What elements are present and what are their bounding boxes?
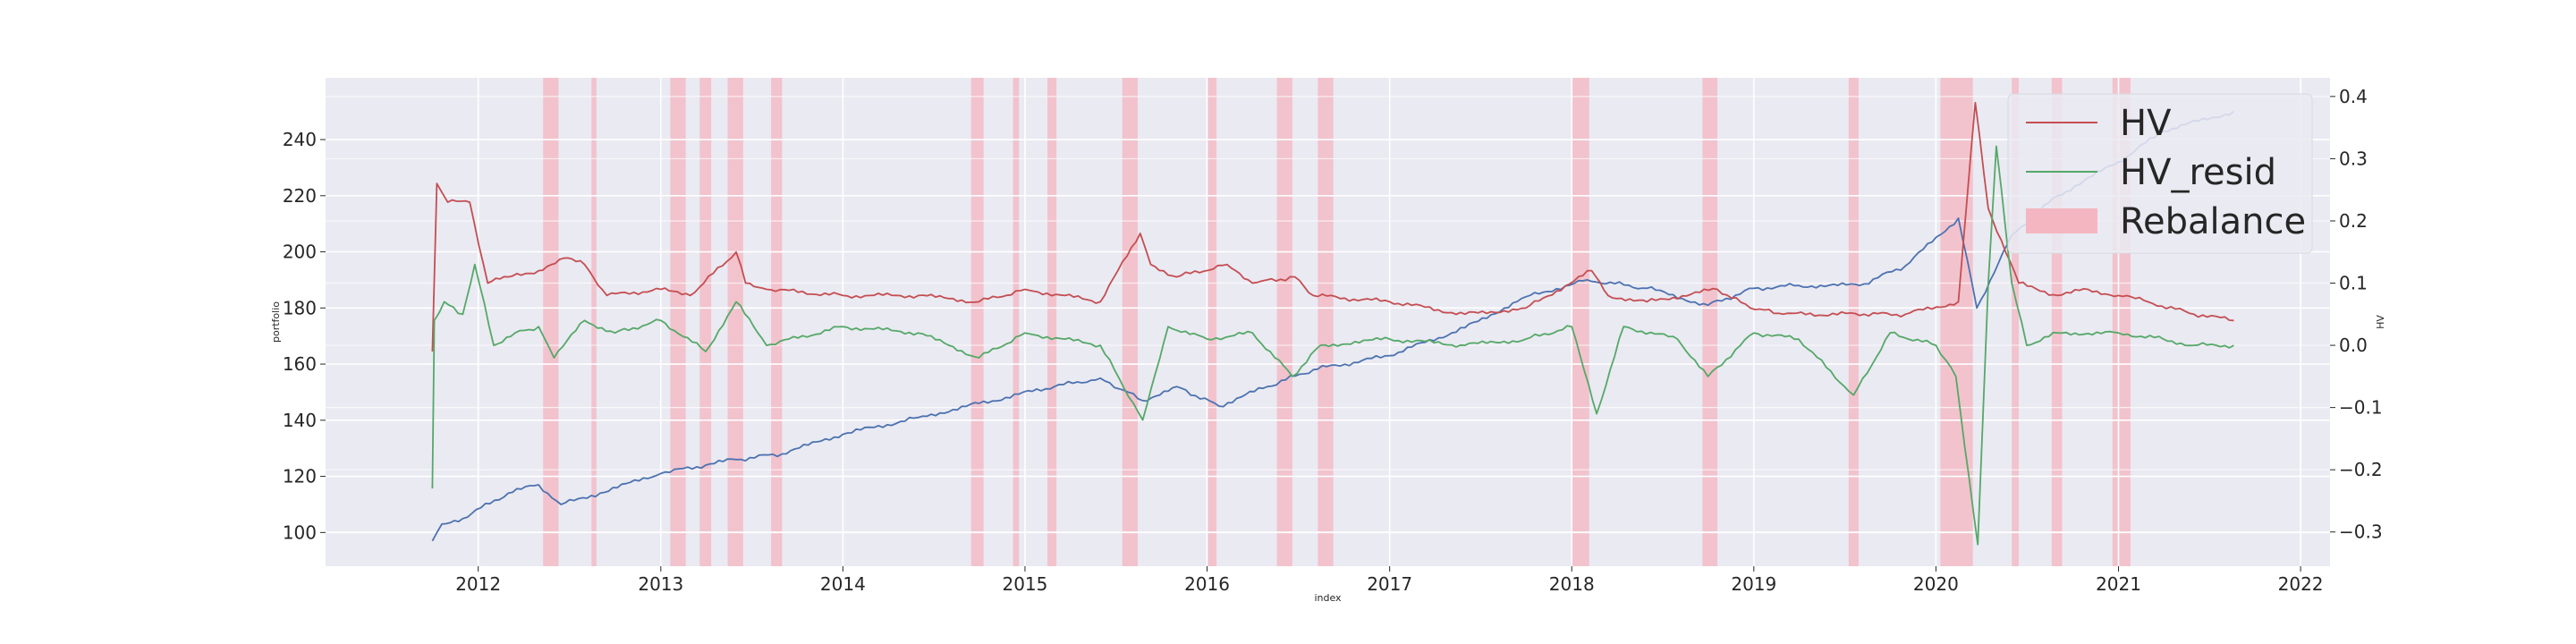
rebalance-band [1047,78,1057,566]
y-tick-label-left: 180 [283,297,317,318]
y-tick-label-left: 140 [283,410,317,431]
y-tick-label-right: 0.2 [2339,210,2368,232]
series-lines [431,101,2234,546]
x-tick-label: 2021 [2096,573,2141,595]
x-tick-label: 2017 [1367,573,1412,595]
x-tick-label: 2013 [638,573,683,595]
rebalance-band [727,78,743,566]
rebalance-band [670,78,686,566]
rebalance-band [1276,78,1292,566]
rebalance-band [1702,78,1718,566]
y-tick-label-left: 200 [283,242,317,263]
x-tick-label: 2022 [2278,573,2324,595]
rebalance-band [699,78,712,566]
x-axis-label: index [1314,592,1342,604]
legend-label: HV [2120,103,2172,144]
x-tick-label: 2015 [1002,573,1047,595]
x-tick-label: 2012 [455,573,501,595]
series-line-HV [431,101,2234,352]
rebalance-band [1207,78,1217,566]
x-tick-label: 2020 [1913,573,1959,595]
rebalance-bands [543,78,2131,566]
rebalance-band [771,78,783,566]
grid [326,78,2330,566]
y-tick-label-right: −0.3 [2339,521,2383,543]
y-tick-label-right: 0.0 [2339,335,2368,356]
series-line-portfolio [431,110,2234,542]
y-tick-label-left: 240 [283,129,317,150]
y-tick-label-right: 0.4 [2339,86,2368,107]
rebalance-band [2051,78,2063,566]
rebalance-band [1318,78,1334,566]
x-tick-label: 2014 [820,573,866,595]
rebalance-band [970,78,984,566]
x-tick-label: 2018 [1549,573,1595,595]
x-tick-label: 2019 [1731,573,1776,595]
series-line-HV_resid [431,145,2234,546]
rebalance-band [2012,78,2019,566]
y-tick-label-right: 0.1 [2339,273,2368,294]
legend: HV HV_resid Rebalance [2007,93,2313,254]
y-tick-label-left: 220 [283,185,317,207]
rebalance-band [1013,78,1020,566]
rebalance-band [591,78,597,566]
rebalance-band [543,78,559,566]
legend-patch-swatch [2026,208,2097,233]
y-tick-label-right: −0.2 [2339,459,2383,480]
x-tick-label: 2016 [1184,573,1230,595]
y-tick-label-left: 100 [283,521,317,543]
y-axis-label-right: HV [2375,315,2386,329]
y-tick-label-left: 120 [283,466,317,487]
rebalance-band [1848,78,1859,566]
legend-label: HV_resid [2120,152,2276,193]
y-tick-label-left: 160 [283,353,317,375]
y-tick-label-right: −0.1 [2339,397,2383,419]
tick-labels: 2012 2013 2014 2015 2016 2017 2018 2019 2020 2021… [283,86,2383,595]
y-tick-label-right: 0.3 [2339,148,2368,169]
rebalance-band [1940,78,1973,566]
legend-label: Rebalance [2120,201,2306,242]
rebalance-band [1122,78,1139,566]
rebalance-band [1572,78,1589,566]
y-axis-label-left: portfolio [270,301,282,343]
